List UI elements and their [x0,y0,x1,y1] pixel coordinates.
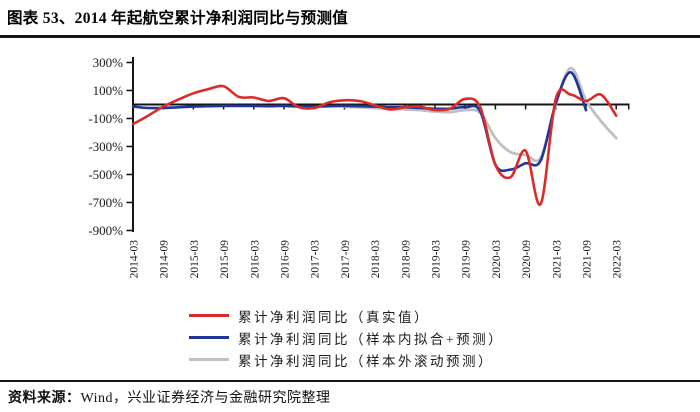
y-tick-label: -300% [88,139,123,154]
legend-label: 累计净利润同比（样本内拟合+预测） [238,331,505,347]
y-tick-label: -900% [88,223,123,238]
figure-title: 图表 53、2014 年起航空累计净利润同比与预测值 [7,10,349,27]
x-tick-label: 2019-09 [461,240,473,279]
source-text: Wind，兴业证券经济与金融研究院整理 [80,391,331,406]
footer-divider [0,380,700,382]
source-prefix: 资料来源： [8,391,81,406]
legend-label: 累计净利润同比（样本外滚动预测） [238,353,494,369]
x-tick-label: 2018-09 [400,240,412,279]
chart-legend: 累计净利润同比（真实值） 累计净利润同比（样本内拟合+预测） 累计净利润同比（样… [189,306,504,369]
x-tick-label: 2020-03 [491,240,503,279]
legend-item-actual: 累计净利润同比（真实值） [189,306,504,325]
y-tick-label: -500% [88,167,123,182]
y-tick-label: 100% [93,83,124,98]
x-tick-label: 2022-03 [612,240,624,279]
x-tick-label: 2014-09 [159,240,171,279]
x-tick-label: 2019-03 [431,240,443,279]
x-tick-label: 2015-03 [189,240,201,279]
series-actual [131,84,618,206]
x-tick-label: 2018-03 [370,240,382,279]
x-tick-label: 2020-09 [521,240,533,279]
x-tick-label: 2015-09 [219,240,231,279]
y-tick-label: -700% [88,195,123,210]
x-tick-label: 2017-03 [310,240,322,279]
legend-label: 累计净利润同比（真实值） [238,309,430,325]
y-tick-label: 300% [93,55,124,70]
x-tick-label: 2021-03 [551,240,563,279]
x-tick-label: 2016-09 [280,240,292,279]
y-tick-label: -100% [88,111,123,126]
series-insample-forecast [131,71,588,173]
x-tick-label: 2017-09 [340,240,352,279]
title-divider [0,35,700,38]
source-line: 资料来源：Wind，兴业证券经济与金融研究院整理 [8,387,331,407]
x-tick-label: 2021-09 [582,240,594,279]
legend-line-blue [189,336,229,339]
x-tick-label: 2014-03 [129,240,141,279]
legend-item-insample: 累计净利润同比（样本内拟合+预测） [189,328,504,347]
legend-item-outsample: 累计净利润同比（样本外滚动预测） [189,350,504,369]
x-tick-label: 2016-03 [249,240,261,279]
legend-line-red [189,314,229,317]
legend-line-gray [189,358,229,361]
